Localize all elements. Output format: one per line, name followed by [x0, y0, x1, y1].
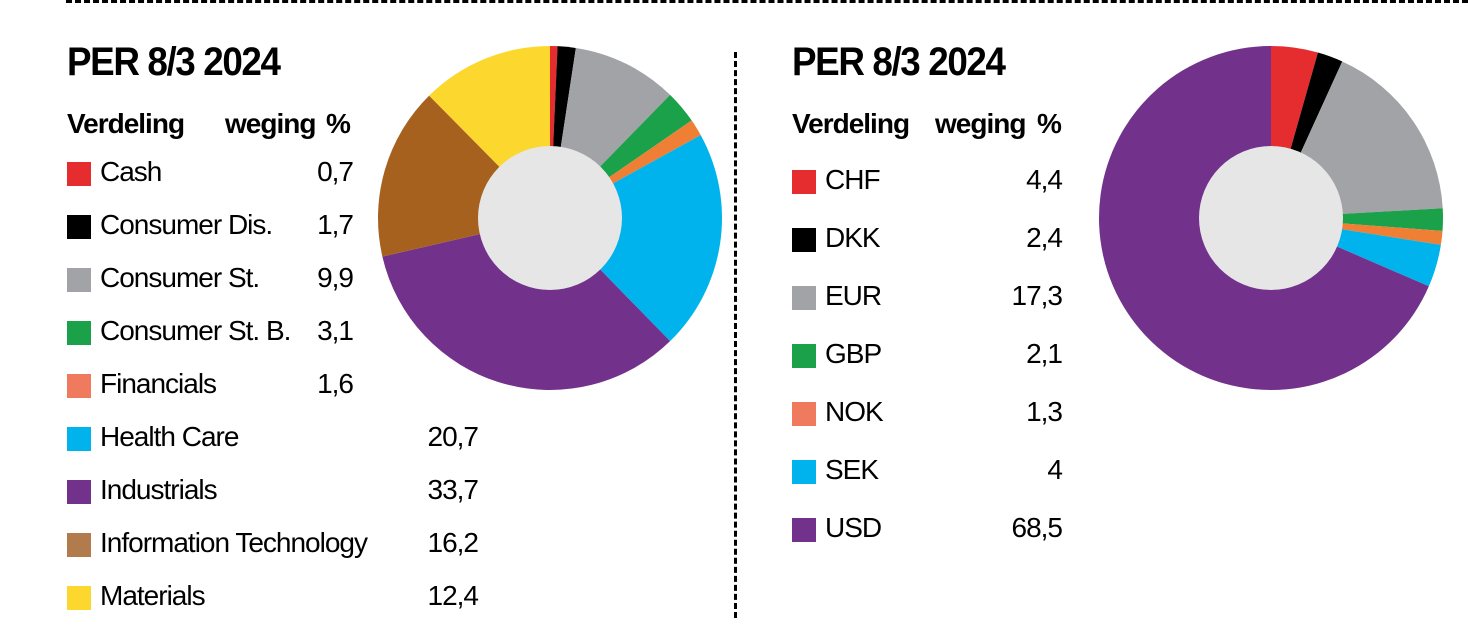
sector-table-header: Verdeling weging % [67, 108, 367, 142]
currency-table-header: Verdeling weging % [792, 108, 1082, 142]
legend-swatch [67, 268, 91, 292]
legend-value: 9,9 [317, 262, 354, 293]
legend-label: DKK [825, 222, 881, 253]
legend-swatch [67, 427, 91, 451]
currency-panel: PER 8/3 2024 Verdeling weging % CHF 4,4 DK… [737, 0, 1468, 638]
header-verdeling: Verdeling [67, 108, 185, 139]
pie-slice-industrials [382, 218, 671, 390]
legend-item-cash: Cash 0,7 [67, 156, 354, 192]
legend-swatch [792, 286, 816, 310]
legend-value: 1,6 [317, 368, 354, 399]
legend-value: 2,4 [1026, 222, 1063, 253]
legend-value: 20,7 [427, 421, 480, 452]
legend-value: 17,3 [1011, 280, 1064, 311]
legend-label: EUR [825, 280, 882, 311]
legend-value: 0,7 [317, 156, 354, 187]
legend-item-information-technology: Information Technology 16,2 [67, 527, 480, 563]
legend-item-dkk: DKK 2,4 [792, 222, 1063, 258]
legend-item-gbp: GBP 2,1 [792, 338, 1063, 374]
legend-swatch [67, 586, 91, 610]
legend-swatch [792, 460, 816, 484]
sector-panel: PER 8/3 2024 Verdeling weging % Cash 0,7 C… [67, 40, 722, 616]
legend-label: Consumer St. [100, 262, 260, 293]
legend-item-chf: CHF 4,4 [792, 164, 1063, 200]
legend-label: CHF [825, 164, 881, 195]
legend-label: Information Technology [100, 527, 368, 558]
legend-label: Consumer St. B. [100, 315, 291, 346]
header-weging: weging [225, 108, 316, 139]
legend-value: 33,7 [427, 474, 480, 505]
legend-item-consumer-st-b: Consumer St. B. 3,1 [67, 315, 354, 351]
legend-swatch [67, 533, 91, 557]
legend-value: 4 [1047, 454, 1063, 485]
legend-swatch [67, 321, 91, 345]
legend-value: 1,7 [317, 209, 354, 240]
header-percent: % [1037, 108, 1062, 139]
legend-value: 68,5 [1011, 512, 1064, 543]
header-verdeling: Verdeling [792, 108, 910, 139]
legend-swatch [792, 228, 816, 252]
legend-value: 3,1 [317, 315, 354, 346]
legend-item-eur: EUR 17,3 [792, 280, 1064, 316]
legend-item-consumer-dis: Consumer Dis. 1,7 [67, 209, 354, 245]
legend-label: Materials [100, 580, 206, 611]
donut-hole [1199, 146, 1343, 290]
legend-swatch [67, 480, 91, 504]
legend-item-nok: NOK 1,3 [792, 396, 1063, 432]
legend-swatch [792, 170, 816, 194]
legend-swatch [792, 518, 816, 542]
legend-item-sek: SEK 4 [792, 454, 1063, 490]
legend-item-industrials: Industrials 33,7 [67, 474, 480, 510]
legend-swatch [67, 215, 91, 239]
legend-label: Cash [100, 156, 162, 187]
legend-value: 12,4 [427, 580, 480, 611]
legend-label: NOK [825, 396, 884, 427]
legend-swatch [792, 402, 816, 426]
legend-value: 4,4 [1026, 164, 1063, 195]
legend-value: 1,3 [1026, 396, 1063, 427]
legend-item-financials: Financials 1,6 [67, 368, 354, 404]
top-dashed-border [66, 0, 1468, 3]
legend-label: Consumer Dis. [100, 209, 273, 240]
legend-swatch [67, 374, 91, 398]
header-percent: % [326, 108, 351, 139]
legend-item-health-care: Health Care 20,7 [67, 421, 480, 457]
legend-swatch [67, 162, 91, 186]
panel-divider [734, 52, 737, 618]
legend-label: Health Care [100, 421, 239, 452]
pie-slice-health-care [550, 135, 722, 342]
legend-label: GBP [825, 338, 882, 369]
legend-swatch [792, 344, 816, 368]
legend-item-consumer-st: Consumer St. 9,9 [67, 262, 354, 298]
currency-chart-title: PER 8/3 2024 [792, 40, 1006, 84]
legend-value: 2,1 [1026, 338, 1063, 369]
sector-chart-title: PER 8/3 2024 [67, 40, 281, 84]
legend-label: USD [825, 512, 882, 543]
pie-slice-gbp [1271, 208, 1444, 231]
header-weging: weging [935, 108, 1026, 139]
legend-label: Industrials [100, 474, 218, 505]
donut-hole [478, 146, 622, 290]
legend-value: 16,2 [427, 527, 480, 558]
legend-item-usd: USD 68,5 [792, 512, 1064, 548]
currency-donut-chart [1098, 45, 1444, 390]
legend-item-materials: Materials 12,4 [67, 580, 480, 616]
legend-label: SEK [825, 454, 879, 485]
legend-label: Financials [100, 368, 217, 399]
sector-donut-chart [377, 46, 722, 390]
